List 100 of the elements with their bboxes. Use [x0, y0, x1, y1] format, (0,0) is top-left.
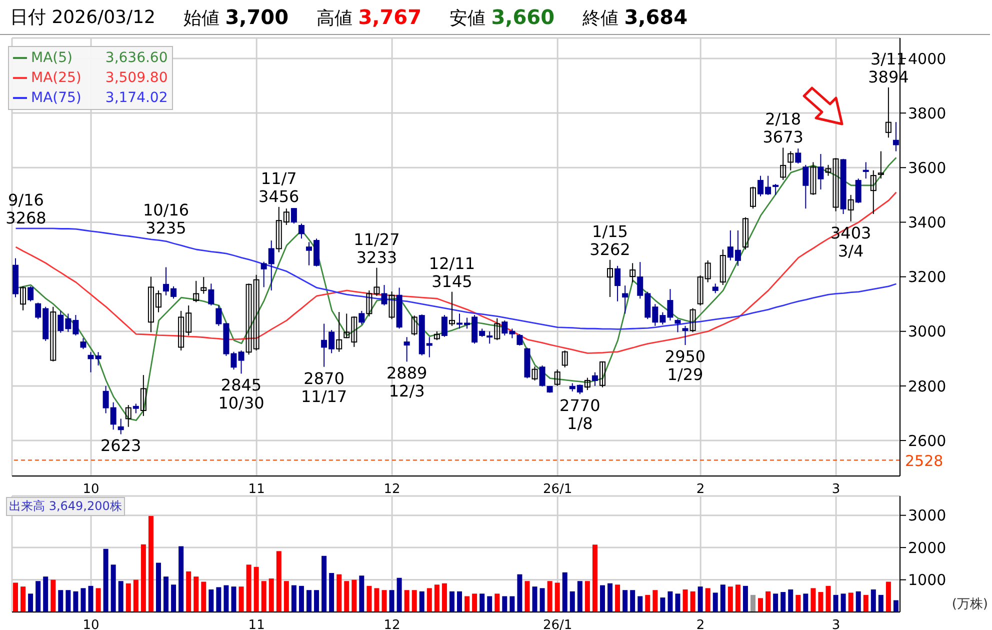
x-tick-label: 10 [82, 618, 100, 630]
candlestick [825, 164, 832, 176]
candlestick [125, 404, 132, 428]
annotation: 3,636.60 [105, 49, 168, 68]
bar [50, 580, 56, 612]
bar [840, 594, 846, 612]
bar [329, 573, 334, 612]
candlestick [674, 318, 681, 333]
bar [284, 581, 289, 612]
candlestick [411, 315, 418, 336]
bar [148, 516, 154, 612]
bar [133, 580, 138, 612]
candlestick [494, 318, 500, 341]
y-tick-label: 2800 [908, 377, 946, 396]
bar [818, 592, 824, 612]
candlestick [238, 350, 244, 374]
y-tick-label: 3200 [908, 268, 946, 286]
bar [382, 590, 387, 612]
candlestick [381, 284, 388, 306]
x-tick-label: 11 [248, 482, 265, 498]
bar [788, 589, 794, 612]
bar [758, 598, 764, 612]
bar [464, 596, 470, 612]
bar [194, 576, 199, 612]
x-tick-label: 2 [696, 618, 705, 630]
bar [562, 572, 568, 612]
bar [43, 576, 48, 612]
candlestick [607, 259, 614, 298]
annotation: 2950 1/29 [664, 347, 706, 384]
bar [698, 586, 703, 612]
bar [268, 578, 274, 612]
bar [766, 591, 771, 612]
candlestick [208, 283, 214, 306]
candlestick [892, 122, 899, 152]
bar [419, 591, 424, 612]
candlestick [584, 377, 590, 391]
bar [833, 594, 838, 612]
bar [742, 586, 748, 612]
candlestick [193, 280, 200, 303]
bar [472, 594, 478, 612]
candlestick [140, 374, 146, 416]
bar [735, 584, 740, 612]
bar [780, 592, 786, 612]
bar [457, 591, 462, 612]
bar [810, 588, 816, 612]
bar [668, 591, 673, 612]
x-tick-label: 11 [248, 618, 265, 630]
bar [796, 594, 801, 612]
bar [126, 583, 131, 612]
bar [675, 594, 680, 612]
bar [178, 546, 184, 612]
annotation: 11/7 3456 [258, 168, 300, 206]
bar [893, 600, 898, 612]
bar [449, 591, 454, 612]
bar [164, 576, 169, 612]
bar [171, 584, 176, 612]
bar [13, 582, 18, 612]
y-tick-label: 3800 [908, 104, 946, 122]
y-tick-label: 3600 [908, 158, 946, 177]
candlestick [795, 148, 802, 164]
annotation: 2889 12/3 [386, 364, 428, 401]
candlestick [388, 291, 395, 320]
bar [36, 581, 41, 612]
bar [118, 581, 124, 612]
x-tick-label: 12 [384, 618, 400, 630]
bar [291, 585, 296, 612]
candlestick [870, 170, 876, 215]
bar [186, 571, 192, 612]
bar [374, 588, 380, 612]
bar [502, 596, 508, 612]
bar [336, 574, 342, 612]
y-tick-label: 2600 [908, 432, 946, 450]
bar [600, 585, 605, 612]
legend-label: MA(5) [31, 49, 72, 68]
bar [584, 581, 590, 612]
bar [238, 586, 244, 612]
bar [224, 585, 229, 612]
candlestick [132, 403, 139, 414]
bar [434, 584, 440, 612]
text: 日付 2026/03/12 [10, 7, 156, 28]
bar [826, 586, 831, 612]
candlestick [832, 158, 839, 212]
bar [577, 581, 582, 612]
candlestick [20, 286, 26, 311]
bar [652, 590, 658, 612]
bar [216, 587, 222, 612]
bar [547, 581, 552, 612]
candlestick [358, 310, 365, 326]
annotation: 2623 [100, 436, 142, 456]
candlestick [592, 372, 598, 386]
annotation: 2770 1/8 [560, 396, 600, 434]
candlestick [404, 336, 410, 362]
bar [110, 564, 116, 612]
bar [524, 581, 530, 612]
annotation: 3,174.02 [105, 89, 168, 108]
candlestick [818, 153, 824, 190]
x-tick-label: 12 [384, 482, 400, 498]
candlestick [599, 360, 606, 388]
candlestick [290, 208, 297, 224]
annotation: 12/11 3145 [428, 254, 476, 291]
